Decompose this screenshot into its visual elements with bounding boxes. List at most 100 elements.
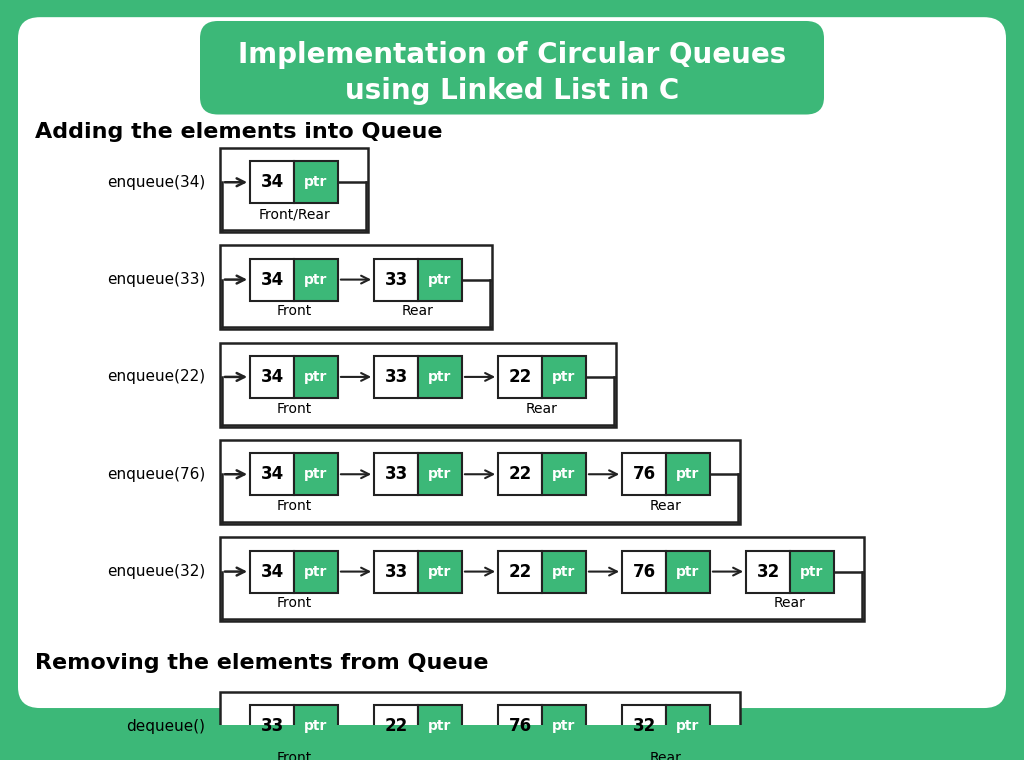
Bar [294, 258, 338, 301]
Text: enqueue(22): enqueue(22) [106, 369, 205, 385]
Text: ptr: ptr [552, 719, 575, 733]
Text: 22: 22 [508, 465, 531, 483]
Text: ptr: ptr [304, 467, 328, 481]
Bar [250, 258, 294, 301]
Bar [374, 453, 418, 496]
Text: ptr: ptr [801, 565, 823, 578]
Text: 33: 33 [384, 271, 408, 289]
Text: 33: 33 [384, 562, 408, 581]
Bar [622, 453, 666, 496]
Text: 76: 76 [633, 562, 655, 581]
Text: dequeue(): dequeue() [126, 719, 205, 733]
Bar [220, 440, 740, 524]
Text: enqueue(34): enqueue(34) [106, 175, 205, 190]
Bar [250, 550, 294, 593]
Bar [542, 550, 586, 593]
Text: Front: Front [276, 402, 311, 416]
Bar [250, 356, 294, 398]
Text: 34: 34 [260, 562, 284, 581]
Text: 33: 33 [384, 465, 408, 483]
Bar [666, 550, 710, 593]
Bar [542, 705, 586, 747]
Text: Adding the elements into Queue: Adding the elements into Queue [35, 122, 442, 141]
Bar [220, 537, 864, 621]
Text: 22: 22 [508, 368, 531, 386]
Bar [250, 161, 294, 203]
Bar [220, 692, 740, 760]
Text: enqueue(76): enqueue(76) [106, 467, 205, 482]
Text: 33: 33 [260, 717, 284, 735]
Text: ptr: ptr [304, 176, 328, 189]
Text: ptr: ptr [304, 565, 328, 578]
Bar [220, 148, 368, 232]
FancyBboxPatch shape [18, 17, 1006, 708]
Text: 34: 34 [260, 465, 284, 483]
Text: ptr: ptr [304, 719, 328, 733]
Text: Front: Front [276, 751, 311, 760]
Text: 33: 33 [384, 368, 408, 386]
Text: Removing the elements from Queue: Removing the elements from Queue [35, 653, 488, 673]
Text: 34: 34 [260, 173, 284, 192]
Text: Rear: Rear [650, 499, 682, 513]
Bar [746, 550, 790, 593]
Text: Implementation of Circular Queues: Implementation of Circular Queues [238, 41, 786, 69]
Text: ptr: ptr [428, 370, 452, 384]
Bar [418, 705, 462, 747]
Text: 22: 22 [384, 717, 408, 735]
Bar [498, 550, 542, 593]
Bar [418, 356, 462, 398]
Bar [622, 705, 666, 747]
Bar [498, 356, 542, 398]
Text: ptr: ptr [552, 370, 575, 384]
Text: Front: Front [276, 499, 311, 513]
Bar [374, 356, 418, 398]
Text: Rear: Rear [774, 597, 806, 610]
Bar [542, 356, 586, 398]
Text: 76: 76 [509, 717, 531, 735]
Bar [666, 453, 710, 496]
Text: enqueue(32): enqueue(32) [106, 564, 205, 579]
Text: Rear: Rear [650, 751, 682, 760]
Bar [294, 453, 338, 496]
Text: ptr: ptr [304, 273, 328, 287]
Text: ptr: ptr [428, 719, 452, 733]
Text: ptr: ptr [676, 719, 699, 733]
Text: ptr: ptr [428, 565, 452, 578]
Text: ptr: ptr [676, 467, 699, 481]
Bar [220, 343, 616, 426]
FancyBboxPatch shape [200, 21, 824, 115]
Text: Front: Front [276, 305, 311, 318]
Text: 32: 32 [757, 562, 779, 581]
Bar [498, 453, 542, 496]
Bar [374, 258, 418, 301]
Text: ptr: ptr [428, 467, 452, 481]
Bar [220, 245, 492, 329]
Text: 32: 32 [633, 717, 655, 735]
Bar [294, 550, 338, 593]
Bar [418, 453, 462, 496]
Text: ptr: ptr [428, 273, 452, 287]
Text: ptr: ptr [552, 565, 575, 578]
Text: 34: 34 [260, 271, 284, 289]
Bar [790, 550, 834, 593]
Bar [374, 550, 418, 593]
Bar [542, 453, 586, 496]
Bar [418, 550, 462, 593]
Bar [666, 705, 710, 747]
Bar [622, 550, 666, 593]
Text: Front/Rear: Front/Rear [258, 207, 330, 221]
Text: using Linked List in C: using Linked List in C [345, 77, 679, 105]
Text: ptr: ptr [304, 370, 328, 384]
Text: Rear: Rear [402, 305, 434, 318]
Bar [294, 356, 338, 398]
Text: Front: Front [276, 597, 311, 610]
Text: ptr: ptr [676, 565, 699, 578]
Text: Rear: Rear [526, 402, 558, 416]
Text: enqueue(33): enqueue(33) [106, 272, 205, 287]
Bar [374, 705, 418, 747]
Text: 34: 34 [260, 368, 284, 386]
Bar [250, 705, 294, 747]
Text: 22: 22 [508, 562, 531, 581]
Bar [498, 705, 542, 747]
Bar [294, 161, 338, 203]
